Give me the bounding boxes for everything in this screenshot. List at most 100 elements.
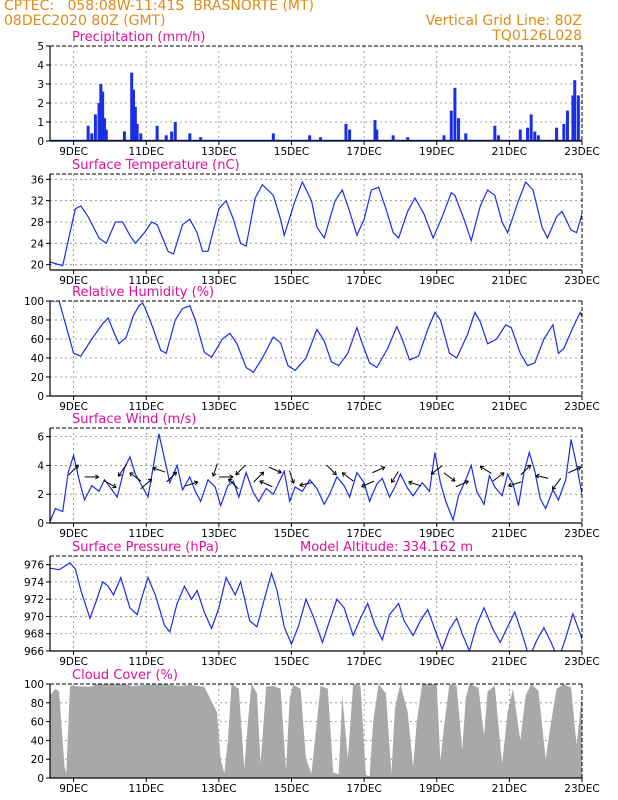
wind-arrow-head (526, 464, 532, 470)
y-tick-label: 20 (31, 260, 44, 272)
precip-bar (102, 118, 106, 141)
precip-bar (449, 110, 453, 141)
wind-arrow-head (259, 471, 265, 477)
y-tick-label: 32 (31, 196, 44, 208)
x-tick-label: 15DEC (274, 401, 309, 413)
x-tick-label: 13DEC (201, 401, 236, 413)
precip-bar (135, 123, 139, 141)
wind-arrow-head (95, 474, 100, 480)
wind-arrow (391, 471, 399, 483)
precip-bar (133, 106, 137, 141)
wind-arrow (326, 464, 337, 476)
x-tick-label: 23DEC (564, 401, 599, 413)
x-tick-label: 11DEC (129, 275, 164, 287)
y-tick-label: 966 (24, 646, 44, 658)
plot-area (50, 72, 582, 141)
series-line (50, 433, 582, 523)
x-tick-label: 15DEC (274, 528, 309, 540)
y-tick-label: 5 (37, 41, 44, 53)
wind-arrow (479, 466, 492, 474)
x-tick-label: 23DEC (564, 275, 599, 287)
wind-arrow-head (577, 466, 582, 471)
y-tick-label: 0 (37, 518, 44, 530)
wind-arrow-head (152, 466, 157, 472)
precip-bar (406, 137, 410, 141)
plot-area (50, 433, 589, 523)
plot-area (50, 301, 582, 374)
wind-arrow (228, 478, 239, 490)
wind-arrow-head (535, 473, 540, 479)
precip-bar (99, 84, 103, 141)
wind-arrow-head (390, 478, 396, 483)
wind-arrow (443, 472, 456, 482)
panel-title: Surface Temperature (nC) (72, 158, 240, 173)
x-tick-label: 11DEC (129, 401, 164, 413)
x-tick-label: 9DEC (59, 401, 88, 413)
x-tick-label: 17DEC (346, 146, 381, 158)
run-date-header: 08DEC2020 80Z (GMT) (4, 13, 166, 29)
x-tick-label: 13DEC (201, 146, 236, 158)
x-tick-label: 17DEC (346, 528, 381, 540)
precip-bar (529, 114, 533, 141)
precip-bar (518, 129, 522, 141)
wind-arrow (103, 480, 117, 488)
precip-bar (139, 133, 143, 141)
wind-arrow (551, 478, 562, 490)
wind-arrow-head (129, 472, 134, 477)
x-tick-label: 17DEC (346, 275, 381, 287)
wind-arrow-head (408, 480, 413, 486)
x-tick-label: 21DEC (492, 783, 527, 795)
precip-bar (573, 80, 577, 141)
x-tick-label: 13DEC (201, 275, 236, 287)
y-tick-label: 1 (37, 117, 44, 129)
wind-arrow (568, 466, 582, 474)
series-line (50, 562, 582, 651)
precip-bar (104, 129, 108, 141)
x-tick-label: 19DEC (419, 401, 454, 413)
panel-title: Surface Pressure (hPa) (72, 540, 219, 555)
wind-arrow (212, 463, 218, 477)
precip-bar (375, 129, 379, 141)
panel-4: 9DEC 11DEC 13DEC 15DEC 17DEC 19DEC 21DEC 23DEC 9… (24, 540, 600, 668)
wind-arrow-head (430, 470, 436, 475)
precip-bar (164, 135, 168, 141)
wind-arrow (430, 465, 443, 475)
x-tick-label: 21DEC (492, 275, 527, 287)
y-tick-label: 100 (24, 679, 44, 691)
precip-bar (319, 137, 323, 141)
precip-bar (97, 103, 101, 141)
precip-bar (170, 131, 174, 141)
wind-arrow (288, 470, 295, 484)
x-tick-label: 9DEC (59, 783, 88, 795)
x-tick-label: 21DEC (492, 401, 527, 413)
wind-arrow (68, 464, 79, 476)
wind-arrow (535, 475, 549, 479)
x-tick-label: 19DEC (419, 656, 454, 668)
panel-5: 9DEC 11DEC 13DEC 15DEC 17DEC 19DEC 21DEC 23DEC 0… (24, 668, 600, 795)
wind-arrow-head (277, 469, 282, 474)
precip-bar (101, 91, 105, 141)
precip-bar (90, 133, 94, 141)
x-tick-label: 21DEC (492, 528, 527, 540)
wind-arrow-head (585, 474, 589, 478)
x-tick-label: 19DEC (419, 275, 454, 287)
y-tick-label: 20 (31, 372, 44, 384)
wind-arrow-head (464, 480, 469, 485)
wind-arrow-head (380, 466, 386, 471)
y-tick-label: 20 (31, 754, 44, 766)
y-tick-label: 40 (31, 353, 44, 365)
y-tick-label: 3 (37, 79, 44, 91)
wind-arrow (152, 467, 166, 473)
wind-arrow-head (299, 482, 304, 488)
station-header: CPTEC: 058:08W-11:41S BRASNORTE (MT) (4, 0, 315, 14)
y-tick-label: 4 (37, 460, 44, 472)
wind-arrow-head (451, 477, 456, 482)
panel-2: 9DEC 11DEC 13DEC 15DEC 17DEC 19DEC 21DEC 23DEC 0… (24, 285, 600, 413)
wind-arrow (185, 481, 199, 487)
precip-bar (271, 133, 275, 141)
precip-bar (155, 125, 159, 141)
wind-arrow-head (479, 465, 485, 471)
precip-bar (86, 125, 90, 141)
y-tick-label: 6 (37, 432, 44, 444)
